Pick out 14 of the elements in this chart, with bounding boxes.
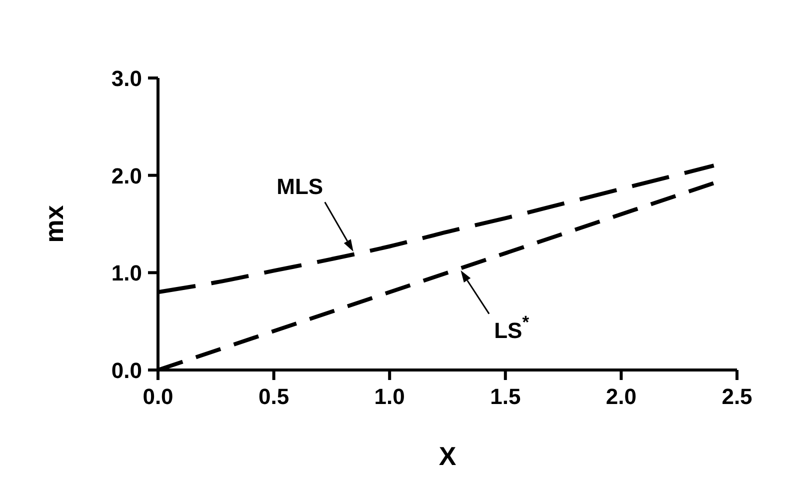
x-tick-label: 2.0	[606, 384, 636, 409]
y-tick-label: 0.0	[111, 358, 142, 383]
y-tick-label: 2.0	[111, 163, 142, 188]
x-tick-label: 2.5	[722, 384, 752, 409]
y-tick-label: 3.0	[111, 66, 142, 91]
annotation: MLS	[276, 174, 324, 200]
x-tick-label: 0.0	[142, 384, 174, 409]
x-axis-title: X	[438, 441, 457, 471]
y-tick-label: 1.0	[111, 260, 142, 286]
x-tick-label: 1.0	[374, 384, 405, 409]
x-tick-label: 1.5	[490, 384, 521, 409]
y-axis-title: mx	[39, 204, 69, 243]
x-tick-label: 0.5	[258, 384, 290, 409]
annotation: LS$^{*}$	[494, 312, 530, 343]
